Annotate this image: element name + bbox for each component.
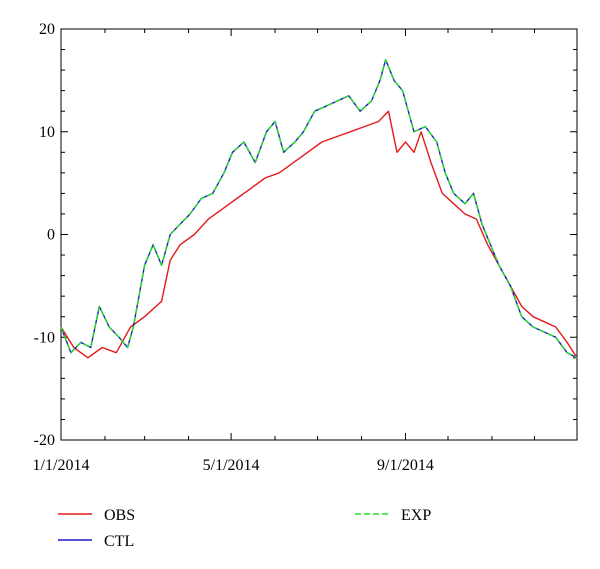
y-axis: -20 -10 0 10 20 [34,21,577,449]
y-tick-label: 20 [39,21,55,38]
plot-frame [60,28,578,441]
x-tick-label: 5/1/2014 [203,457,260,474]
series-layer [60,59,578,359]
legend-label-ctl: CTL [104,533,134,550]
x-axis: 1/1/2014 5/1/2014 9/1/2014 [33,29,535,474]
legend: OBS CTL EXP [58,507,431,550]
legend-label-obs: OBS [104,507,135,524]
series-line-ctl [60,59,578,359]
y-tick-label: 0 [47,227,55,244]
y-tick-label: -20 [34,432,55,449]
series-line-obs [60,110,578,359]
x-tick-label: 1/1/2014 [33,457,90,474]
x-tick-label: 9/1/2014 [377,457,434,474]
legend-label-exp: EXP [401,507,431,524]
y-tick-label: -10 [34,329,55,346]
series-line-exp [60,59,578,359]
y-tick-label: 10 [39,124,55,141]
